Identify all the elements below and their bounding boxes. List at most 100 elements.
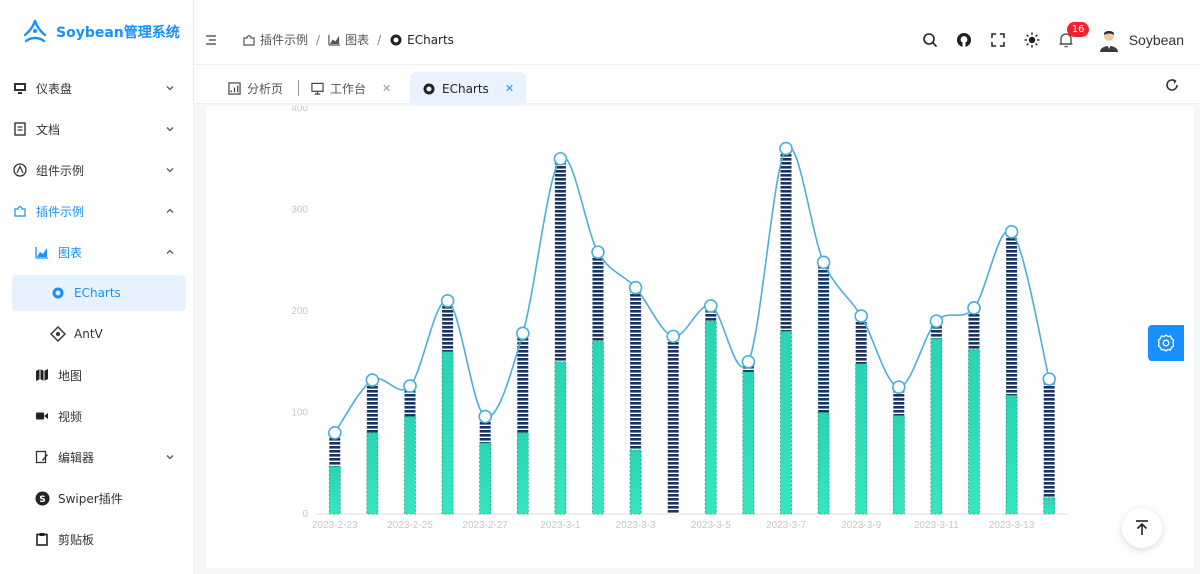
breadcrumb-label: 图表 — [345, 33, 370, 47]
bar-total — [517, 333, 529, 514]
line-point — [854, 309, 869, 323]
close-icon[interactable]: ✕ — [504, 82, 515, 95]
header-actions: 16 Soybean — [905, 22, 1184, 52]
back-to-top-button[interactable] — [1122, 508, 1162, 548]
plugin-icon — [12, 203, 28, 219]
chevron-down-icon — [166, 168, 174, 173]
y-tick-label: 400 — [291, 106, 308, 114]
settings-button[interactable] — [1148, 325, 1184, 361]
y-tick-label: 200 — [291, 306, 308, 317]
line-point — [891, 380, 906, 394]
sidebar-item-clipboard[interactable]: 剪贴板 — [12, 521, 186, 557]
bar-base — [780, 330, 792, 515]
line-point — [628, 280, 643, 295]
breadcrumb-item-plugins[interactable]: 插件示例 — [242, 31, 308, 48]
line-point — [365, 373, 380, 387]
chevron-down-icon — [166, 86, 174, 91]
line-point — [779, 141, 793, 156]
bar-base — [742, 371, 755, 515]
sidebar-item-label: AntV — [74, 327, 103, 341]
chevron-down-icon — [166, 455, 174, 460]
sidebar-item-swiper[interactable]: S Swiper插件 — [12, 480, 186, 516]
soybean-logo-icon — [23, 19, 47, 43]
fullscreen-icon[interactable] — [989, 31, 1007, 49]
breadcrumb: 插件示例 / 图表 / ECharts — [242, 31, 454, 48]
bar-base — [516, 432, 529, 515]
breadcrumb-label: ECharts — [407, 32, 454, 47]
sidebar-item-plugins[interactable]: 插件示例 — [12, 193, 186, 229]
tab-divider — [298, 80, 299, 96]
sidebar-item-docs[interactable]: 文档 — [12, 111, 186, 147]
line-point — [440, 294, 455, 308]
x-tick-label: 2023-3-3 — [616, 520, 656, 531]
bar-base — [968, 349, 980, 515]
app-logo[interactable]: Soybean管理系统 — [0, 0, 193, 64]
y-tick-label: 300 — [291, 205, 308, 216]
tab-workbench[interactable]: 工作台 ✕ — [299, 72, 403, 105]
tab-echarts[interactable]: ECharts ✕ — [410, 72, 527, 105]
line-point — [403, 379, 417, 393]
sidebar-item-map[interactable]: 地图 — [12, 357, 186, 393]
username[interactable]: Soybean — [1128, 32, 1184, 48]
collapse-menu-icon[interactable] — [204, 33, 218, 47]
sidebar-item-video[interactable]: 视频 — [12, 398, 186, 434]
breadcrumb-item-echarts[interactable]: ECharts — [389, 33, 454, 47]
sidebar-item-label: ECharts — [74, 286, 121, 300]
video-icon — [34, 408, 50, 424]
x-tick-label: 2023-3-13 — [989, 520, 1035, 531]
bar-base — [592, 341, 604, 515]
sidebar-item-label: Swiper插件 — [58, 491, 123, 506]
sidebar-item-editor[interactable]: 编辑器 — [12, 439, 186, 475]
tab-label: 分析页 — [247, 82, 284, 96]
line-point — [929, 314, 944, 328]
x-tick-label: 2023-3-9 — [841, 520, 881, 531]
sidebar-item-label: 组件示例 — [36, 163, 85, 178]
sidebar-item-antv[interactable]: AntV — [12, 316, 186, 352]
breadcrumb-item-charts[interactable]: 图表 — [328, 31, 369, 48]
avatar[interactable] — [1097, 28, 1121, 52]
bar-total — [630, 287, 642, 514]
sidebar-item-components[interactable]: 组件示例 — [12, 152, 186, 188]
line-point — [591, 245, 605, 259]
line-point — [515, 326, 530, 341]
bar-base — [404, 416, 416, 515]
sidebar-item-label: 视频 — [58, 409, 83, 424]
map-icon — [34, 367, 50, 383]
bar-base — [1043, 497, 1056, 515]
sidebar: Soybean管理系统 仪表盘 文档 组件示例 插件示例 图表 — [0, 0, 194, 574]
sidebar-item-echarts[interactable]: ECharts — [12, 275, 186, 311]
svg-text:S: S — [39, 495, 45, 505]
bar-base — [441, 351, 454, 515]
breadcrumb-separator: / — [377, 32, 382, 47]
tab-analysis[interactable]: 分析页 — [216, 72, 295, 105]
monitor-icon — [12, 80, 28, 96]
swiper-icon: S — [34, 490, 50, 506]
line-point — [553, 151, 568, 166]
x-tick-label: 2023-3-7 — [766, 520, 806, 531]
app-title: Soybean管理系统 — [56, 25, 180, 41]
theme-sun-icon[interactable] — [1023, 31, 1041, 49]
sidebar-item-label: 文档 — [36, 122, 61, 137]
sidebar-item-dashboard[interactable]: 仪表盘 — [12, 70, 186, 106]
sidebar-item-charts[interactable]: 图表 — [12, 234, 186, 270]
breadcrumb-separator: / — [316, 32, 321, 47]
github-icon[interactable] — [955, 31, 973, 49]
antv-icon — [50, 326, 66, 342]
x-tick-label: 2023-2-23 — [312, 520, 358, 531]
line-point — [666, 329, 681, 344]
close-icon[interactable]: ✕ — [382, 82, 392, 95]
bar-total — [1043, 379, 1055, 514]
x-tick-label: 2023-3-1 — [540, 520, 580, 531]
bar-base — [1005, 394, 1018, 515]
search-icon[interactable] — [921, 31, 939, 49]
y-tick-label: 100 — [291, 408, 308, 419]
bar-total — [1006, 231, 1018, 514]
chevron-up-icon — [166, 249, 174, 254]
component-icon — [12, 162, 28, 178]
bar-total — [818, 262, 830, 514]
gear-icon — [1157, 334, 1175, 352]
refresh-icon[interactable] — [1164, 77, 1180, 93]
notification-bell-icon[interactable]: 16 — [1057, 22, 1090, 49]
plugin-icon — [243, 34, 255, 46]
line-point — [1004, 225, 1019, 239]
